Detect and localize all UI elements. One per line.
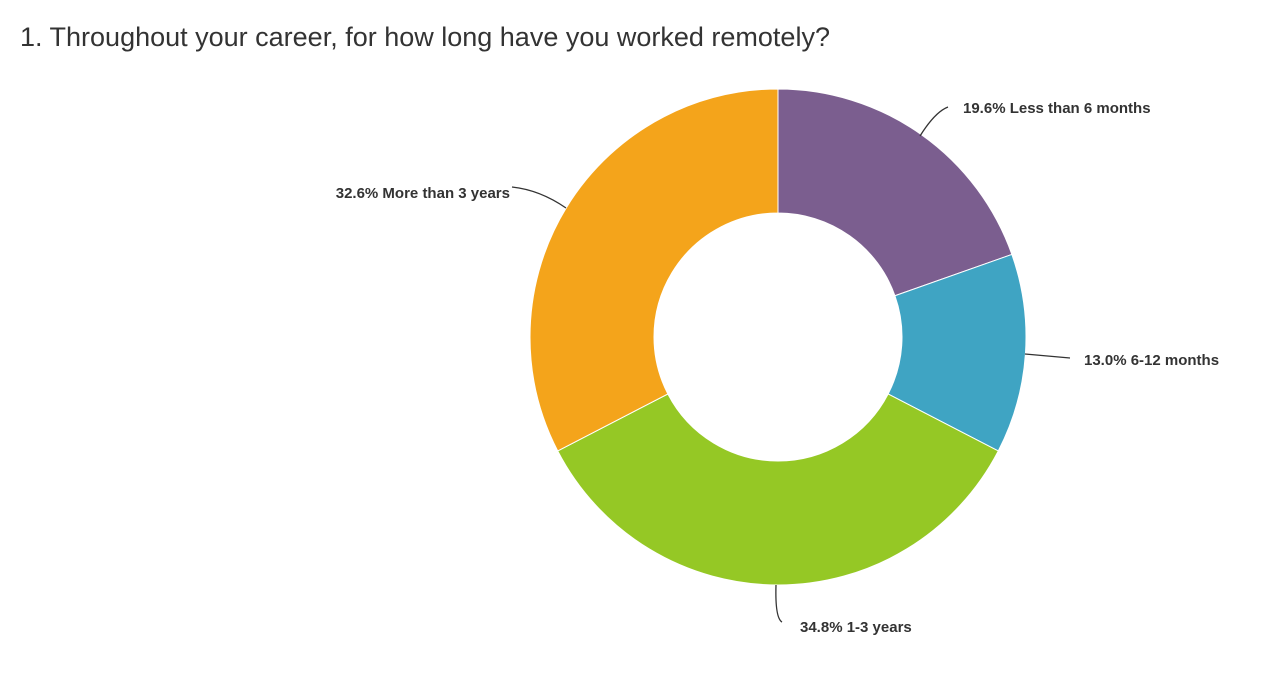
chart-leader-lines xyxy=(511,106,1071,623)
leader-line-1-3-years xyxy=(775,584,783,623)
chart-labels: 19.6% Less than 6 months 13.0% 6-12 month… xyxy=(336,100,1219,636)
slice-label-more-than-3-years: 32.6% More than 3 years xyxy=(336,185,510,202)
question-title: 1. Throughout your career, for how long … xyxy=(20,22,830,52)
slice-1-3-years xyxy=(557,393,999,586)
slice-label-1-3-years: 34.8% 1-3 years xyxy=(800,619,912,636)
leader-line-less-than-6-months xyxy=(919,106,949,137)
leader-line-6-12-months xyxy=(1024,353,1071,359)
slice-label-6-12-months: 13.0% 6-12 months xyxy=(1084,352,1219,369)
chart-slices xyxy=(529,88,1027,586)
slice-6-12-months xyxy=(887,253,1027,452)
slice-label-less-than-6-months: 19.6% Less than 6 months xyxy=(963,100,1151,117)
leader-line-more-than-3-years xyxy=(511,186,567,209)
slice-more-than-3-years xyxy=(529,88,779,452)
slice-less-than-6-months xyxy=(777,88,1013,297)
